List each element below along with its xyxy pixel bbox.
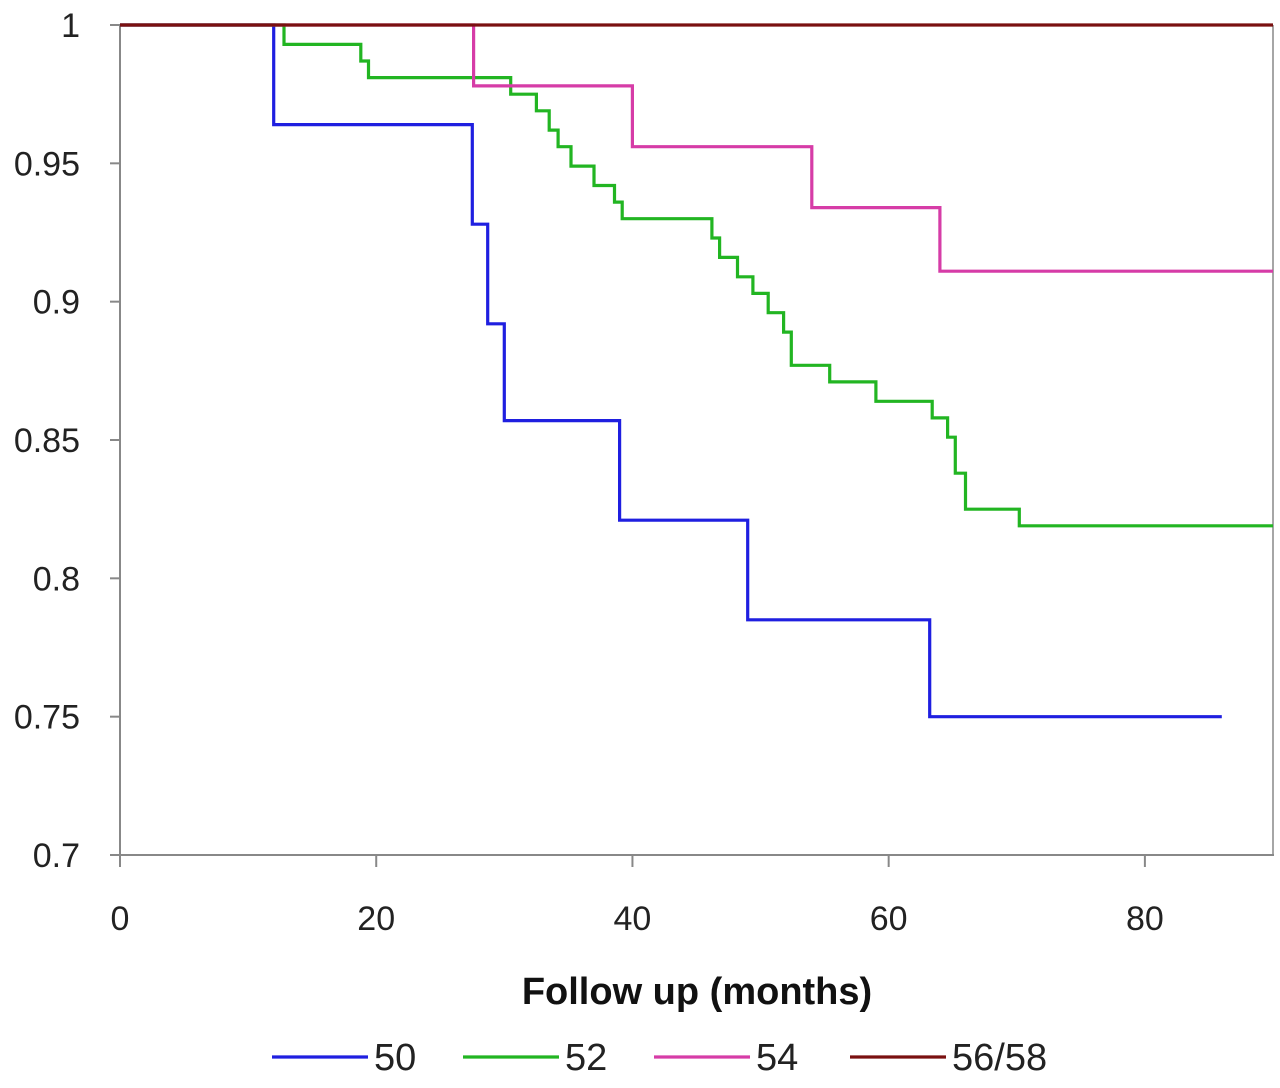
- y-tick-label: 0.95: [14, 145, 80, 183]
- x-tick-label: 80: [1126, 900, 1164, 938]
- x-tick-label: 40: [614, 900, 652, 938]
- y-tick-label: 0.7: [33, 837, 80, 875]
- y-axis-ticks: 0.7 0.75 0.8 0.85 0.9 0.95 1: [14, 7, 120, 875]
- legend-label: 52: [565, 1037, 607, 1079]
- series-line-50: [120, 23, 1222, 719]
- legend: 50 52 54 56/58: [272, 1037, 1047, 1079]
- y-tick-label: 0.85: [14, 422, 80, 460]
- legend-label: 50: [374, 1037, 416, 1079]
- x-axis-title: Follow up (months): [522, 971, 872, 1013]
- legend-label: 54: [756, 1037, 798, 1079]
- legend-label: 56/58: [952, 1037, 1047, 1079]
- series-lines: [120, 23, 1273, 719]
- y-tick-label: 0.9: [33, 284, 80, 322]
- x-tick-label: 20: [357, 900, 395, 938]
- series-line-52: [120, 23, 1273, 528]
- x-tick-label: 60: [870, 900, 908, 938]
- y-tick-label: 0.8: [33, 560, 80, 598]
- y-tick-label: 0.75: [14, 699, 80, 737]
- series-line-54: [120, 23, 1273, 273]
- x-tick-label: 0: [111, 900, 130, 938]
- x-axis-ticks: 0 20 40 60 80: [111, 855, 1164, 938]
- y-tick-label: 1: [61, 7, 80, 45]
